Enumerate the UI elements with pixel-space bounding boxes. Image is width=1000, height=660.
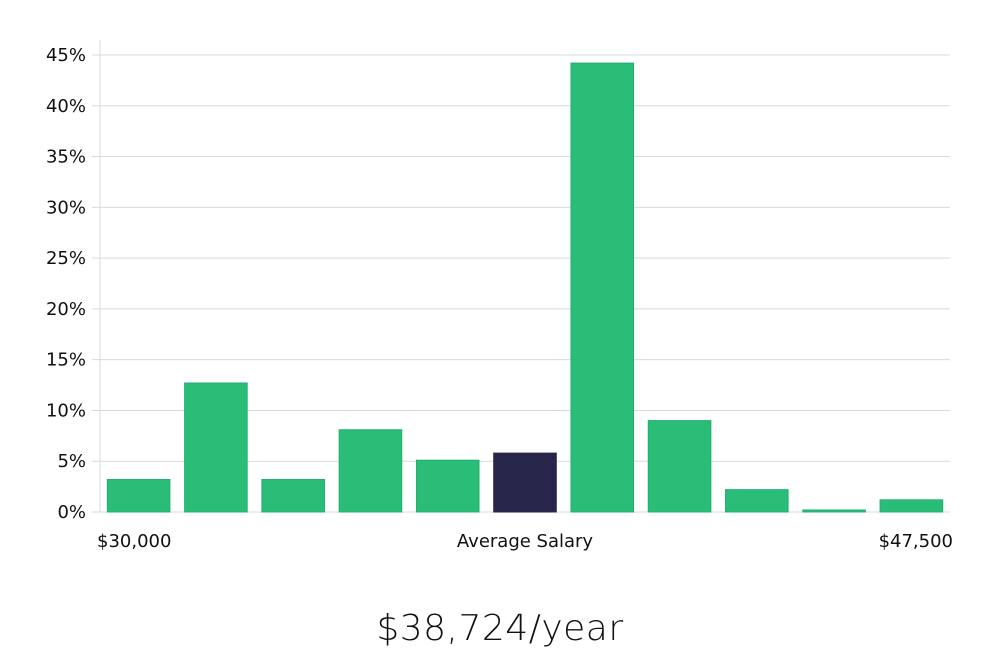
bar	[106, 479, 171, 513]
y-tick-label: 10%	[46, 400, 86, 421]
y-tick-label: 15%	[46, 350, 86, 371]
bar	[879, 499, 944, 513]
y-tick-label: 0%	[57, 502, 86, 523]
bar-layer	[106, 62, 944, 513]
average-salary-value: $38,724/year	[376, 608, 624, 649]
y-tick-label: 45%	[46, 45, 86, 66]
x-axis-start-label: $30,000	[97, 531, 171, 552]
y-axis-ticks: 0% 5% 10% 15% 20% 25% 30% 35% 40% 45%	[46, 45, 86, 523]
y-tick-label: 30%	[46, 197, 86, 218]
y-tick-label: 20%	[46, 299, 86, 320]
salary-histogram: 0% 5% 10% 15% 20% 25% 30% 35% 40% 45% $30,000 Ave…	[46, 40, 953, 552]
bar	[338, 429, 403, 513]
bar	[647, 420, 712, 513]
bar	[725, 489, 789, 513]
bar	[261, 479, 325, 513]
bar	[802, 509, 866, 513]
y-tick-label: 40%	[46, 96, 86, 117]
bar	[184, 382, 248, 513]
y-tick-label: 25%	[46, 248, 86, 269]
bar	[570, 62, 635, 513]
x-axis-end-label: $47,500	[879, 531, 953, 552]
y-tick-label: 5%	[57, 451, 86, 472]
bar	[415, 459, 480, 513]
x-axis-center-label: Average Salary	[457, 531, 594, 552]
y-tick-label: 35%	[46, 147, 86, 168]
bar-average-salary	[493, 452, 557, 513]
